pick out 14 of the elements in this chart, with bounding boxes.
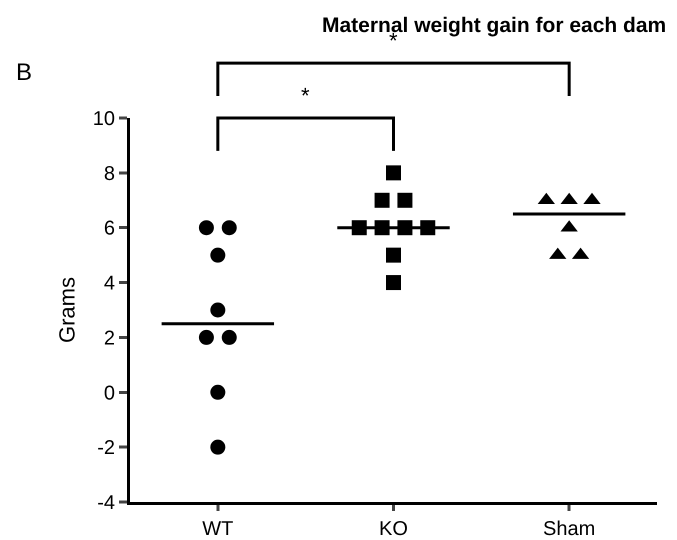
y-tick-label: 8 [104, 162, 115, 185]
y-tick-label: 2 [104, 327, 115, 350]
y-axis-title: Grams [54, 277, 80, 343]
x-tick-label: WT [202, 518, 234, 540]
text: * [301, 83, 310, 108]
x-tick-label: Sham [543, 518, 596, 540]
y-tick-label: 0 [104, 382, 115, 404]
y-tick-label: -2 [97, 437, 115, 460]
text: B [16, 59, 32, 86]
y-tick-label: 4 [104, 272, 115, 295]
y-tick-label: -4 [97, 492, 115, 514]
x-tick-label: KO [379, 518, 408, 540]
y-tick-label: 6 [104, 218, 115, 240]
y-tick-label: 10 [92, 108, 115, 130]
